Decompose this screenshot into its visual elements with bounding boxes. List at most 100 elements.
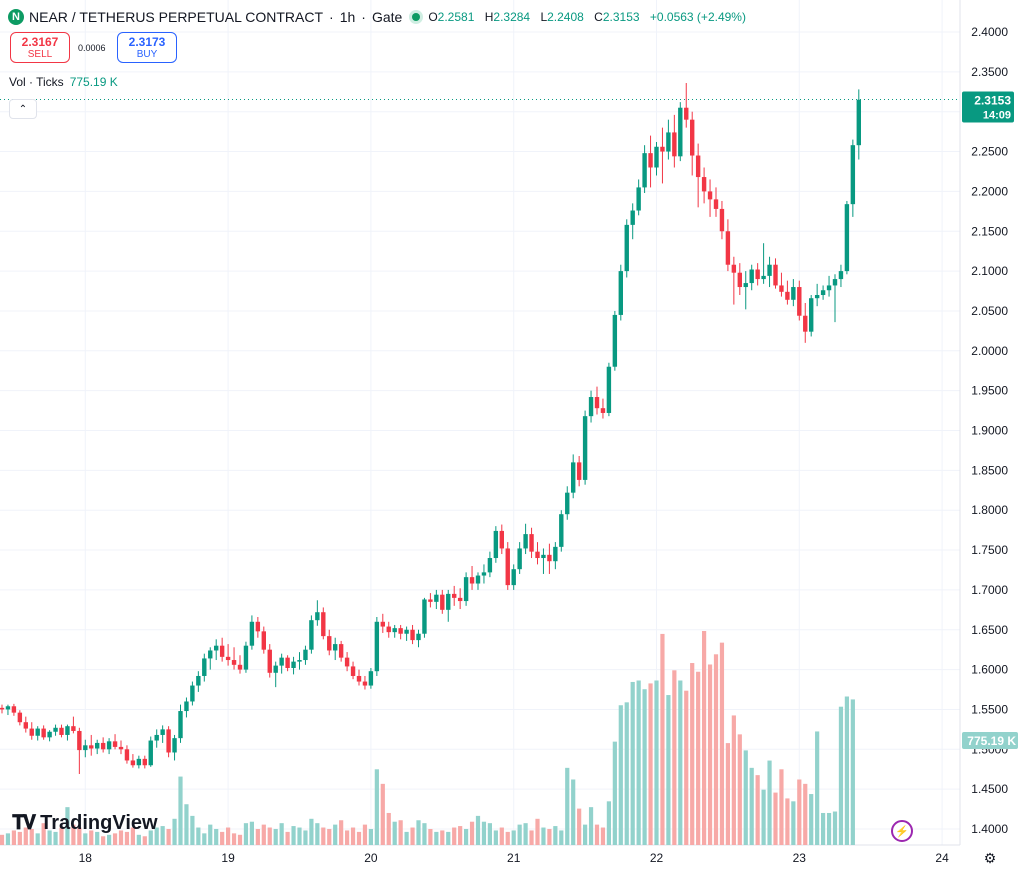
volume-bar (196, 827, 201, 845)
volume-bar (696, 671, 701, 845)
candle-body (249, 621, 255, 646)
volume-bar (672, 670, 677, 845)
candle-body (457, 597, 463, 602)
candle-body (422, 599, 427, 634)
volume-bar (65, 807, 70, 845)
y-tick-label: 2.1000 (971, 264, 1008, 278)
candle-body (547, 554, 552, 562)
candle-body (29, 728, 34, 736)
candle-body (505, 548, 510, 586)
buy-button[interactable]: 2.3173 BUY (117, 32, 177, 63)
volume-bar (0, 834, 5, 845)
volume-bar (850, 699, 855, 845)
volume-bar (684, 690, 689, 845)
volume-legend-label: Vol · Ticks (9, 75, 64, 89)
volume-bar (172, 818, 177, 845)
volume-legend[interactable]: Vol · Ticks 775.19 K (9, 75, 118, 89)
candle-body (452, 593, 457, 598)
tradingview-logo[interactable]: 𝐓𝐕 TradingView (12, 812, 158, 835)
volume-bar (356, 831, 362, 845)
volume-bar (791, 801, 796, 845)
volume-bar (785, 798, 790, 845)
volume-bar (458, 826, 463, 845)
volume-bar (136, 834, 141, 845)
volume-bar (303, 830, 308, 845)
volume-bar (773, 792, 778, 845)
volume-bar (333, 824, 338, 845)
volume-bar (487, 823, 492, 845)
candle-body (53, 727, 58, 732)
candle-body (654, 146, 659, 168)
change-value: +0.0563 (+2.49%) (649, 10, 746, 24)
volume-bar (368, 828, 373, 845)
y-tick-label: 1.6500 (971, 623, 1008, 637)
volume-bar (89, 830, 94, 845)
volume-bar (178, 776, 183, 845)
volume-bar (160, 826, 165, 845)
candle-body (362, 681, 368, 686)
volume-bar (35, 833, 40, 845)
candle-body (0, 707, 5, 710)
y-tick-label: 2.3500 (971, 65, 1008, 79)
candle-body (701, 177, 707, 192)
interval-label[interactable]: 1h (339, 9, 356, 25)
volume-bar (707, 664, 713, 845)
candle-body (666, 132, 671, 152)
price-tag (962, 91, 1014, 123)
candle-body (219, 645, 225, 657)
candle-body (202, 658, 207, 676)
candle-body (5, 706, 11, 710)
candle-body (291, 661, 296, 669)
candle-body (35, 728, 40, 736)
candle-body (517, 548, 522, 570)
volume-bar (327, 828, 332, 845)
candle-body (559, 514, 564, 547)
collapse-legend-button[interactable]: ⌃ (9, 99, 37, 119)
x-tick-label: 18 (79, 851, 93, 865)
volume-bar (844, 696, 849, 845)
candle-body (160, 729, 165, 735)
sell-button[interactable]: 2.3167 SELL (10, 32, 70, 63)
candle-body (261, 631, 266, 650)
y-tick-label: 1.7000 (971, 583, 1008, 597)
candle-body (672, 132, 677, 157)
candle-body (779, 285, 784, 292)
volume-bar (713, 654, 719, 845)
volume-bar (154, 827, 159, 845)
candle-body (130, 760, 136, 766)
x-tick-label: 23 (793, 851, 807, 865)
open-value: 2.2581 (437, 10, 475, 24)
lightning-icon[interactable]: ⚡ (891, 820, 913, 842)
volume-bar (243, 823, 249, 845)
candle-body (214, 645, 219, 651)
candle-body (190, 685, 195, 702)
candle-body (285, 657, 290, 669)
volume-bar (755, 775, 760, 845)
volume-bar (624, 702, 629, 845)
candle-body (511, 569, 516, 586)
candle-body (707, 191, 713, 200)
volume-bar (606, 801, 611, 845)
volume-bar (339, 820, 344, 845)
volume-bar (517, 824, 522, 845)
candle-body (243, 645, 249, 670)
candle-body (315, 612, 320, 621)
y-tick-label: 1.8000 (971, 503, 1008, 517)
volume-bar (636, 680, 641, 845)
volume-bar (214, 828, 219, 845)
x-tick-label: 21 (507, 851, 521, 865)
symbol-title[interactable]: NEAR / TETHERUS PERPETUAL CONTRACT (29, 9, 324, 25)
volume-bar (553, 826, 558, 845)
candle-body (493, 530, 499, 559)
candle-body (642, 153, 647, 188)
candle-body (463, 577, 469, 602)
volume-bar (440, 830, 445, 845)
near-logo-icon: N (8, 9, 24, 25)
candle-body (695, 155, 701, 178)
volume-bar (743, 750, 748, 845)
volume-bar (231, 833, 237, 845)
candle-body (398, 628, 403, 634)
volume-bar (731, 715, 736, 845)
gear-icon[interactable]: ⚙ (983, 849, 997, 866)
